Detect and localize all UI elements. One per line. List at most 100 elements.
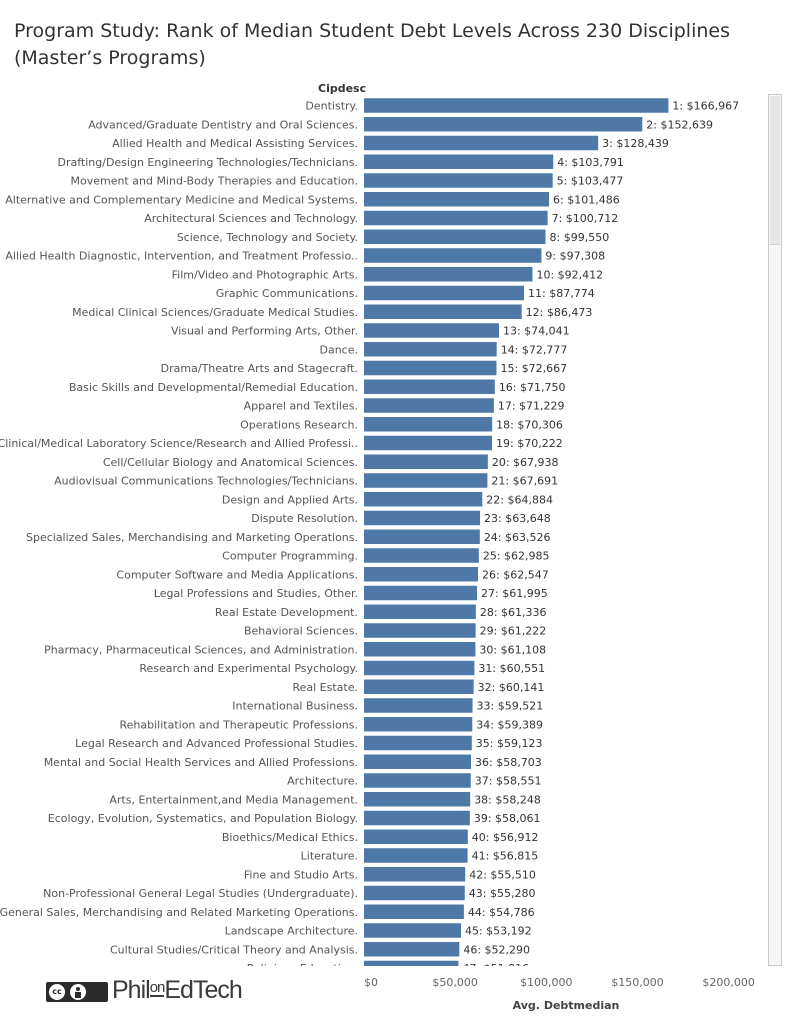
y-axis-header: Cipdesc [318, 82, 367, 95]
x-tick-label: $200,000 [702, 976, 755, 989]
data-label: 10: $92,412 [536, 268, 603, 281]
brand-post: EdTech [164, 976, 242, 1004]
bar[interactable] [364, 323, 499, 338]
bar[interactable] [364, 473, 488, 488]
category-label: Advanced/Graduate Dentistry and Oral Sci… [88, 118, 358, 131]
bar[interactable] [364, 904, 464, 920]
data-label: 46: $52,290 [463, 943, 530, 956]
data-label: 39: $58,061 [474, 812, 541, 825]
category-label: Dentistry. [305, 100, 358, 113]
category-label: Allied Health and Medical Assisting Serv… [112, 137, 358, 150]
bar[interactable] [364, 698, 473, 713]
bar[interactable] [364, 154, 554, 170]
bar[interactable] [364, 492, 483, 507]
data-label: 6: $101,486 [553, 193, 620, 206]
bar[interactable] [364, 98, 669, 113]
bar[interactable] [364, 529, 480, 545]
bar[interactable] [364, 248, 542, 263]
bar[interactable] [364, 642, 476, 657]
bar[interactable] [364, 417, 493, 432]
bar[interactable] [364, 717, 473, 732]
category-label: Ecology, Evolution, Systematics, and Pop… [48, 812, 358, 825]
data-label: 40: $56,912 [472, 831, 539, 844]
category-label: General Sales, Merchandising and Related… [0, 906, 358, 919]
bar[interactable] [364, 773, 471, 788]
bar[interactable] [364, 867, 466, 882]
bar[interactable] [364, 117, 643, 132]
data-label: 42: $55,510 [469, 868, 536, 881]
bar[interactable] [364, 267, 533, 282]
bar[interactable] [364, 792, 471, 807]
bar[interactable] [364, 942, 460, 957]
data-label: 12: $86,473 [526, 306, 593, 319]
bar[interactable] [364, 285, 525, 301]
category-label: Rehabilitation and Therapeutic Professio… [120, 718, 359, 731]
category-label: Architecture. [287, 775, 358, 788]
category-label: Religious Education. [247, 962, 358, 975]
category-label: Allied Health Diagnostic, Intervention, … [5, 250, 358, 263]
bar[interactable] [364, 848, 468, 863]
data-label: 8: $99,550 [550, 231, 610, 244]
bar[interactable] [364, 229, 546, 245]
bar[interactable] [364, 735, 472, 751]
category-label: Legal Professions and Studies, Other. [154, 587, 358, 600]
category-label: Dance. [320, 343, 359, 356]
bar[interactable] [364, 210, 548, 226]
bar[interactable] [364, 604, 476, 620]
bar[interactable] [364, 660, 475, 676]
bar[interactable] [364, 623, 476, 638]
x-tick-label: $100,000 [520, 976, 573, 989]
data-label: 25: $62,985 [483, 550, 550, 563]
data-label: 24: $63,526 [484, 531, 551, 544]
data-label: 14: $72,777 [501, 343, 568, 356]
data-label: 27: $61,995 [481, 587, 548, 600]
category-label: Specialized Sales, Merchandising and Mar… [26, 531, 358, 544]
data-label: 44: $54,786 [468, 906, 535, 919]
bar[interactable] [364, 360, 497, 376]
bar[interactable] [364, 679, 474, 695]
data-label: 45: $53,192 [465, 925, 532, 938]
bar[interactable] [364, 567, 479, 582]
category-label: Design and Applied Arts. [222, 493, 358, 506]
bar[interactable] [364, 585, 478, 601]
category-label: Drafting/Design Engineering Technologies… [58, 156, 359, 169]
category-label: Legal Research and Advanced Professional… [75, 737, 358, 750]
bar[interactable] [364, 754, 472, 770]
vertical-scrollbar[interactable] [768, 94, 782, 966]
bar[interactable] [364, 960, 459, 976]
data-label: 33: $59,521 [477, 700, 544, 713]
bar[interactable] [364, 342, 497, 357]
bar[interactable] [364, 379, 495, 395]
category-label: Computer Programming. [222, 550, 358, 563]
bar[interactable] [364, 454, 488, 470]
x-tick-label: $50,000 [432, 976, 478, 989]
bar[interactable] [364, 192, 550, 207]
category-label: Visual and Performing Arts, Other. [171, 325, 358, 338]
bar[interactable] [364, 304, 522, 320]
category-label: Computer Software and Media Applications… [116, 568, 358, 581]
category-label: Arts, Entertainment,and Media Management… [109, 793, 358, 806]
data-label: 32: $60,141 [478, 681, 545, 694]
bar[interactable] [364, 173, 553, 188]
data-label: 41: $56,815 [472, 850, 539, 863]
data-label: 9: $97,308 [545, 250, 605, 263]
bar[interactable] [364, 435, 493, 451]
bars-group: Dentistry. 1: $166,967 Advanced/Graduate D… [0, 98, 739, 976]
bar[interactable] [364, 885, 465, 901]
bar[interactable] [364, 923, 461, 938]
bar[interactable] [364, 548, 479, 563]
brand-logo[interactable]: PhilonEdTech [112, 976, 243, 1005]
bar[interactable] [364, 810, 470, 826]
scrollbar-thumb[interactable] [770, 96, 780, 245]
category-label: Dispute Resolution. [251, 512, 358, 525]
data-label: 18: $70,306 [496, 418, 563, 431]
bar[interactable] [364, 398, 494, 413]
bar[interactable] [364, 135, 599, 151]
category-label: Apparel and Textiles. [244, 400, 358, 413]
data-label: 2: $152,639 [646, 118, 713, 131]
bar[interactable] [364, 829, 468, 845]
data-label: 17: $71,229 [498, 400, 565, 413]
category-label: Operations Research. [240, 418, 358, 431]
data-label: 15: $72,667 [500, 362, 567, 375]
bar[interactable] [364, 510, 481, 526]
